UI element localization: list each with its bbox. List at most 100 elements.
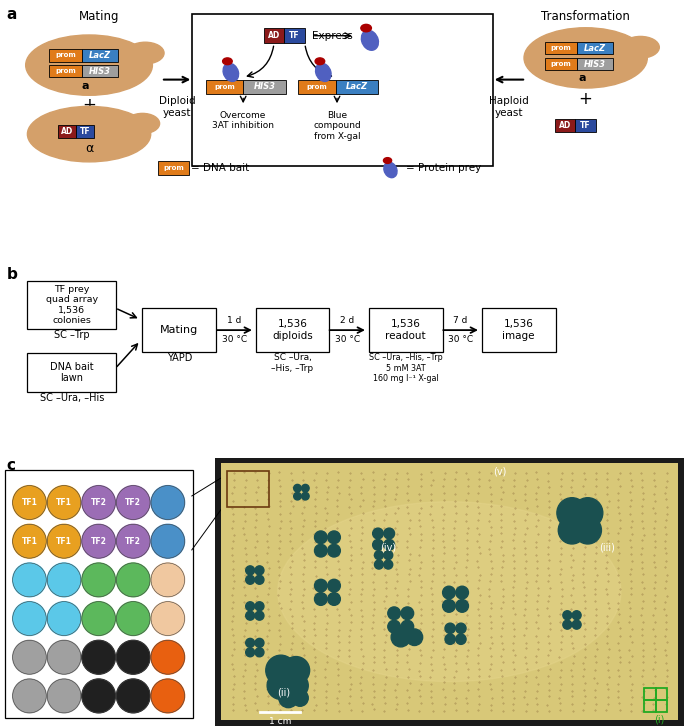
FancyBboxPatch shape	[206, 79, 243, 94]
Text: SC –Ura,
–His, –Trp: SC –Ura, –His, –Trp	[271, 353, 314, 373]
Circle shape	[391, 627, 410, 647]
Circle shape	[47, 602, 81, 635]
Circle shape	[558, 516, 586, 544]
FancyBboxPatch shape	[158, 161, 189, 174]
Circle shape	[246, 611, 255, 620]
Circle shape	[373, 539, 384, 550]
Text: HIS3: HIS3	[89, 67, 111, 76]
Circle shape	[384, 560, 393, 569]
Circle shape	[47, 640, 81, 674]
Circle shape	[443, 586, 456, 599]
Circle shape	[82, 679, 115, 713]
Circle shape	[246, 575, 255, 585]
Circle shape	[255, 648, 264, 656]
Text: TF1: TF1	[21, 498, 38, 507]
Circle shape	[266, 655, 296, 686]
Circle shape	[82, 486, 115, 520]
Text: TF2: TF2	[90, 537, 107, 546]
FancyBboxPatch shape	[264, 28, 284, 43]
Text: prom: prom	[55, 52, 76, 58]
Circle shape	[572, 611, 581, 619]
Circle shape	[388, 607, 401, 619]
Circle shape	[456, 634, 466, 644]
Text: SC –Ura, –His, –Trp
5 mM 3AT
160 mg l⁻¹ X-gal: SC –Ura, –His, –Trp 5 mM 3AT 160 mg l⁻¹ …	[369, 353, 443, 383]
Text: +: +	[82, 96, 96, 114]
Text: LacZ: LacZ	[584, 44, 606, 53]
Circle shape	[47, 679, 81, 713]
Text: 1,536
image: 1,536 image	[502, 319, 535, 341]
Bar	[227, 471, 269, 507]
Circle shape	[246, 566, 255, 575]
Text: Diploid
yeast: Diploid yeast	[159, 97, 196, 118]
Circle shape	[314, 593, 327, 606]
Bar	[221, 463, 678, 720]
Circle shape	[314, 579, 327, 592]
FancyBboxPatch shape	[575, 119, 596, 132]
Circle shape	[82, 524, 115, 558]
FancyBboxPatch shape	[27, 353, 116, 393]
Text: b: b	[7, 267, 18, 281]
FancyBboxPatch shape	[82, 49, 118, 62]
Text: TF1: TF1	[56, 498, 72, 507]
FancyBboxPatch shape	[49, 49, 82, 62]
Bar	[644, 688, 656, 700]
Ellipse shape	[362, 31, 378, 50]
Circle shape	[13, 524, 46, 558]
Ellipse shape	[25, 35, 152, 95]
Circle shape	[246, 638, 255, 647]
Circle shape	[327, 531, 340, 544]
Circle shape	[445, 634, 456, 644]
Circle shape	[327, 593, 340, 606]
Circle shape	[563, 611, 572, 619]
Circle shape	[572, 620, 581, 629]
Text: AD: AD	[61, 126, 73, 136]
Text: HIS3: HIS3	[584, 60, 606, 68]
Circle shape	[292, 690, 308, 707]
Circle shape	[151, 640, 185, 674]
Circle shape	[116, 486, 150, 520]
Text: TF1: TF1	[21, 537, 38, 546]
Bar	[240, 478, 659, 706]
Text: +: +	[579, 90, 593, 108]
Bar	[644, 700, 656, 712]
Text: 2 d: 2 d	[340, 316, 354, 325]
Text: TF prey
quad array
1,536
colonies: TF prey quad array 1,536 colonies	[46, 285, 98, 325]
Circle shape	[279, 688, 298, 707]
Circle shape	[246, 648, 255, 656]
Circle shape	[246, 602, 255, 611]
Text: LacZ: LacZ	[89, 51, 111, 60]
FancyBboxPatch shape	[192, 15, 493, 166]
Text: (iv): (iv)	[380, 542, 397, 553]
Text: Express: Express	[312, 31, 352, 41]
Text: (v): (v)	[493, 467, 507, 476]
Text: YAPD: YAPD	[166, 353, 192, 364]
FancyBboxPatch shape	[58, 125, 76, 137]
Ellipse shape	[223, 63, 238, 81]
Circle shape	[116, 679, 150, 713]
Ellipse shape	[126, 42, 164, 64]
FancyBboxPatch shape	[482, 308, 556, 352]
Circle shape	[384, 158, 392, 164]
Circle shape	[255, 638, 264, 647]
Text: TF: TF	[79, 126, 90, 136]
Text: HIS3: HIS3	[253, 82, 275, 92]
Text: 30 °C: 30 °C	[222, 335, 247, 344]
Text: prom: prom	[214, 84, 235, 90]
Circle shape	[47, 563, 81, 597]
Circle shape	[282, 656, 310, 684]
Circle shape	[151, 602, 185, 635]
Circle shape	[456, 623, 466, 633]
Circle shape	[116, 602, 150, 635]
FancyBboxPatch shape	[5, 470, 193, 718]
Circle shape	[373, 528, 384, 539]
Bar	[226, 467, 673, 716]
Text: prom: prom	[551, 45, 571, 51]
Text: = DNA bait: = DNA bait	[191, 163, 249, 173]
FancyBboxPatch shape	[142, 308, 216, 352]
Circle shape	[151, 679, 185, 713]
Circle shape	[116, 640, 150, 674]
Text: LacZ: LacZ	[346, 82, 368, 92]
Circle shape	[401, 620, 414, 633]
Text: TF: TF	[289, 31, 300, 40]
Circle shape	[13, 486, 46, 520]
